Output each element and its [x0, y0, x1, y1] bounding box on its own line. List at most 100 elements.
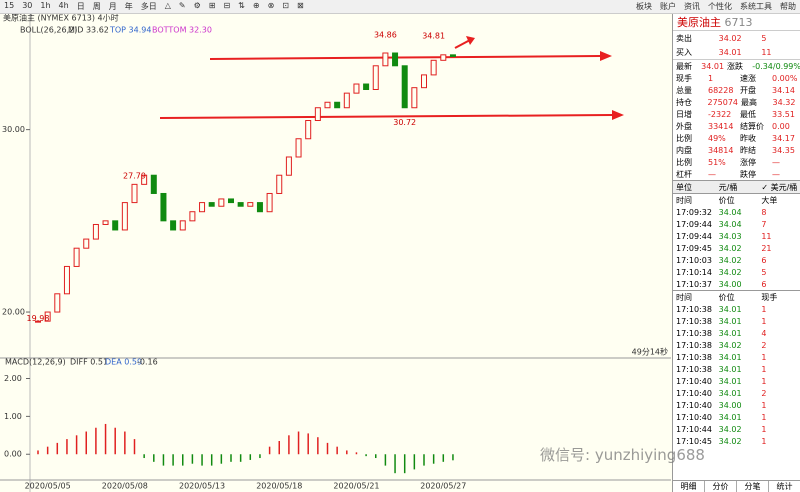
tab[interactable]: 明细: [673, 481, 705, 492]
candle: [247, 202, 254, 207]
table-row: 17:10:38 34.01 1: [673, 303, 800, 315]
toolbar-button[interactable]: 资讯: [684, 2, 700, 11]
table-cell: 17:10:38: [676, 352, 712, 362]
table-row: 17:09:44 34.03 11: [673, 230, 800, 242]
candle: [160, 192, 167, 222]
table-cell: 34.17: [772, 133, 795, 143]
toolbar-button[interactable]: 15: [4, 1, 15, 10]
table-cell: 34.04: [718, 219, 742, 229]
table-cell: 17:10:38: [676, 328, 712, 338]
table-cell: -2322: [708, 109, 732, 119]
toolbar-button[interactable]: 周: [92, 2, 101, 11]
table-cell: 0.00: [772, 121, 790, 131]
toolbar-button[interactable]: 账户: [660, 2, 676, 11]
table-row: 日增 -2322 最低 33.51: [673, 108, 800, 120]
table-cell: 8: [761, 207, 767, 217]
table-cell: 34.02: [718, 255, 742, 265]
candle: [73, 247, 80, 267]
tab[interactable]: 分价: [705, 481, 737, 492]
candle: [208, 202, 215, 207]
candle: [63, 265, 70, 295]
indicator-title: BOLL(26,26,2): [20, 26, 77, 35]
candle: [401, 65, 408, 109]
candle: [285, 156, 292, 176]
toolbar-button[interactable]: ⊠: [296, 1, 304, 10]
toolbar-button[interactable]: ⊕: [252, 1, 260, 10]
table-row: 17:10:44 34.02 1: [673, 423, 800, 435]
toolbar: 15 30 1h 4h 日周月年多日 △ ✎ ⚙ ⊞ ⊟ ⇅ ⊕ ⊗ ⊡ ⊠ 板块 账户 资讯 个性化 系统工具 帮助: [0, 0, 800, 14]
x-tick-label: 2020/05/05: [25, 482, 71, 491]
toolbar-button[interactable]: ⚙: [193, 1, 201, 10]
candle: [343, 92, 350, 109]
table-cell: —: [772, 157, 780, 167]
toolbar-button[interactable]: ✎: [178, 1, 186, 10]
table-cell: 34814: [708, 145, 734, 155]
table-cell: 11: [761, 231, 772, 241]
candle: [92, 223, 99, 240]
table-cell: 34.02: [718, 340, 742, 350]
toolbar-button[interactable]: ⊟: [223, 1, 231, 10]
table-cell: 1: [761, 424, 767, 434]
table-row: 17:10:40 34.00 1: [673, 399, 800, 411]
tab[interactable]: 统计: [769, 481, 800, 492]
table-cell: 17:10:03: [676, 255, 712, 265]
candle: [44, 311, 51, 322]
tab[interactable]: 分笔: [737, 481, 769, 492]
candle: [430, 59, 437, 76]
table-cell: 7: [761, 219, 767, 229]
candle: [150, 174, 157, 194]
table-cell: 17:10:40: [676, 388, 712, 398]
table-cell: 34.04: [718, 207, 742, 217]
toolbar-button[interactable]: ⊡: [282, 1, 289, 10]
toolbar-button[interactable]: 月: [108, 2, 117, 11]
table-cell: 4: [761, 328, 767, 338]
toolbar-button[interactable]: ⊞: [208, 1, 216, 10]
macd-dea: DEA 0.59: [105, 358, 142, 367]
candle: [334, 101, 341, 109]
x-tick-label: 2020/05/27: [420, 482, 466, 491]
table-row: 17:10:03 34.02 6: [673, 254, 800, 266]
toolbar-button[interactable]: ⊗: [267, 1, 275, 10]
watermark: 微信号: yunzhiying688: [540, 446, 705, 464]
toolbar-button[interactable]: 板块: [636, 2, 652, 11]
table-cell: 5: [761, 33, 767, 43]
table-row: 最新 34.01 涨跌 -0.34/0.99%: [673, 60, 800, 72]
table-cell: 34.14: [772, 85, 795, 95]
table-cell: 34.01: [718, 328, 742, 338]
candle: [256, 202, 263, 213]
x-tick-label: 2020/05/08: [102, 482, 148, 491]
table-cell: 现手: [761, 292, 778, 302]
candle: [363, 83, 370, 90]
table-cell: 275074: [707, 97, 739, 107]
table-row: 持仓 275074 最高 34.32: [673, 96, 800, 108]
toolbar-button[interactable]: △: [164, 1, 171, 10]
table-cell: 速涨: [740, 73, 756, 83]
table-cell: 5: [761, 267, 767, 277]
indicator-label: TOP 34.94: [109, 26, 151, 35]
table-cell: 买入: [676, 47, 692, 57]
toolbar-button[interactable]: 1h: [40, 1, 51, 10]
table-cell: 1: [708, 73, 714, 83]
toolbar-button[interactable]: 帮助: [780, 2, 796, 11]
table-cell: —: [708, 169, 716, 179]
table-row: 时间 价位 大单: [673, 194, 800, 206]
toolbar-button[interactable]: 个性化: [708, 2, 732, 11]
quote-panel: 美原油主 6713 卖出 34.02 5 买入 34.01 11 最新 34.01 涨跌 -0.…: [672, 14, 800, 492]
table-row: 17:10:38 34.01 1: [673, 363, 800, 375]
toolbar-button[interactable]: 多日: [140, 2, 157, 11]
table-cell: 34.00: [718, 279, 742, 289]
macd-diff: DIFF 0.51: [70, 358, 108, 367]
toolbar-button[interactable]: 30: [22, 1, 33, 10]
toolbar-button[interactable]: 年: [124, 2, 133, 11]
toolbar-button[interactable]: 日: [76, 2, 85, 11]
table-cell: 单位: [676, 182, 692, 192]
toolbar-button[interactable]: ⇅: [238, 1, 245, 10]
table-cell: 内盘: [676, 145, 692, 155]
table-row: 时间 价位 现手: [673, 291, 800, 303]
candle: [170, 220, 177, 231]
toolbar-button[interactable]: 4h: [58, 1, 69, 10]
toolbar-button[interactable]: 系统工具: [740, 2, 772, 11]
table-cell: 34.01: [718, 304, 742, 314]
candle: [121, 202, 128, 231]
